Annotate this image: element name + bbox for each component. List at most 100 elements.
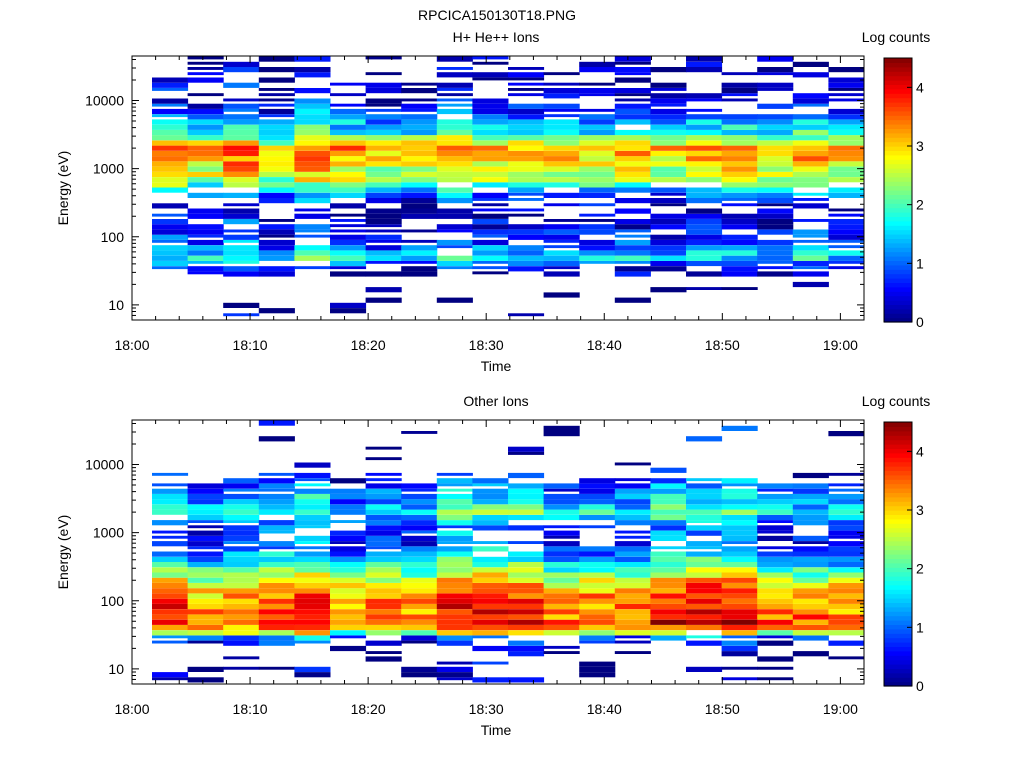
- heatmap-cell: [330, 161, 367, 167]
- heatmap-cell: [543, 556, 580, 562]
- heatmap-cell: [686, 177, 723, 183]
- heatmap-cell: [543, 145, 580, 151]
- heatmap-cell: [401, 504, 438, 510]
- heatmap-cell: [614, 630, 651, 636]
- colorbar-segment: [884, 540, 912, 546]
- heatmap-cell: [650, 593, 687, 599]
- colorbar-segment: [884, 642, 912, 647]
- heatmap-cell: [508, 161, 545, 167]
- heatmap-cell: [472, 588, 509, 594]
- heatmap-cell: [223, 234, 260, 240]
- heatmap-cell: [436, 593, 473, 599]
- heatmap-cell: [508, 509, 545, 515]
- heatmap-cell: [650, 98, 687, 104]
- heatmap-cell: [828, 224, 865, 230]
- heatmap-cell: [757, 619, 794, 625]
- heatmap-cell: [436, 297, 473, 303]
- heatmap-cell: [223, 119, 260, 125]
- heatmap-cell: [152, 129, 189, 136]
- heatmap-cell: [579, 567, 616, 573]
- heatmap-cell: [223, 551, 260, 557]
- heatmap-cell: [223, 245, 260, 251]
- heatmap-cell: [436, 124, 473, 130]
- heatmap-cell: [436, 509, 473, 515]
- heatmap-cell: [650, 234, 687, 240]
- heatmap-cell: [223, 635, 260, 641]
- heatmap-cell: [721, 509, 758, 515]
- heatmap-cell: [365, 551, 402, 557]
- heatmap-cell: [579, 499, 616, 505]
- heatmap-cell: [223, 603, 260, 610]
- heatmap-cell: [472, 572, 509, 578]
- heatmap-cell: [294, 229, 331, 233]
- heatmap-cell: [721, 260, 758, 267]
- heatmap-cell: [721, 677, 758, 681]
- heatmap-cell: [365, 156, 402, 162]
- heatmap-cell: [721, 239, 758, 246]
- heatmap-cell: [828, 656, 865, 660]
- colorbar-segment: [884, 536, 912, 542]
- heatmap-cell: [436, 135, 473, 141]
- colorbar-segment: [884, 589, 912, 595]
- colorbar-tick-label: 3: [916, 502, 924, 518]
- heatmap-cell: [757, 562, 794, 568]
- heatmap-cell: [828, 98, 865, 102]
- heatmap-cell: [721, 651, 758, 657]
- heatmap-cell: [365, 514, 402, 521]
- heatmap-cell: [721, 593, 758, 599]
- heatmap-cell: [294, 255, 331, 261]
- heatmap-cell: [223, 67, 260, 73]
- heatmap-cell: [721, 635, 758, 639]
- heatmap-cell: [187, 493, 224, 500]
- heatmap-cell: [330, 213, 367, 217]
- heatmap-cell: [472, 541, 509, 544]
- heatmap-cell: [401, 630, 438, 636]
- heatmap-cell: [686, 135, 723, 141]
- heatmap-cell: [223, 656, 260, 660]
- heatmap-cell: [223, 583, 260, 589]
- heatmap-cell: [330, 572, 367, 578]
- heatmap-cell: [258, 234, 295, 238]
- heatmap-cell: [757, 530, 794, 534]
- heatmap-cell: [757, 493, 794, 500]
- heatmap-cell: [792, 177, 829, 183]
- heatmap-cell: [614, 234, 651, 238]
- heatmap-cell: [401, 161, 438, 167]
- heatmap-cell: [436, 562, 473, 568]
- heatmap-cell: [294, 135, 331, 141]
- heatmap-cell: [187, 245, 224, 251]
- heatmap-cell: [650, 114, 687, 120]
- heatmap-cell: [757, 245, 794, 251]
- colorbar-segment: [884, 176, 912, 182]
- heatmap-cell: [508, 603, 545, 610]
- heatmap-cell: [223, 124, 260, 130]
- heatmap-cell: [401, 556, 438, 562]
- colorbar-segment: [884, 212, 912, 217]
- heatmap-cell: [579, 177, 616, 183]
- heatmap-cell: [686, 488, 723, 494]
- heatmap-cell: [294, 509, 331, 515]
- heatmap-cell: [187, 224, 224, 230]
- heatmap-cell: [757, 82, 794, 88]
- heatmap-cell: [330, 93, 367, 97]
- heatmap-cell: [650, 514, 687, 521]
- heatmap-cell: [152, 203, 189, 209]
- heatmap-cell: [187, 598, 224, 604]
- heatmap-cell: [258, 619, 295, 625]
- heatmap-cell: [543, 499, 580, 505]
- heatmap-cell: [757, 208, 794, 214]
- heatmap-cell: [614, 535, 651, 539]
- heatmap-cell: [686, 224, 723, 230]
- colorbar-segment: [884, 483, 912, 489]
- heatmap-cell: [152, 567, 189, 573]
- heatmap-cell: [650, 635, 687, 641]
- heatmap-cell: [508, 567, 545, 573]
- heatmap-cell: [258, 108, 295, 115]
- heatmap-cell: [294, 619, 331, 625]
- heatmap-cell: [365, 239, 402, 243]
- heatmap-cell: [472, 203, 509, 207]
- heatmap-cell: [294, 546, 331, 550]
- heatmap-cell: [828, 514, 865, 521]
- heatmap-cell: [187, 677, 224, 683]
- heatmap-cell: [614, 514, 651, 521]
